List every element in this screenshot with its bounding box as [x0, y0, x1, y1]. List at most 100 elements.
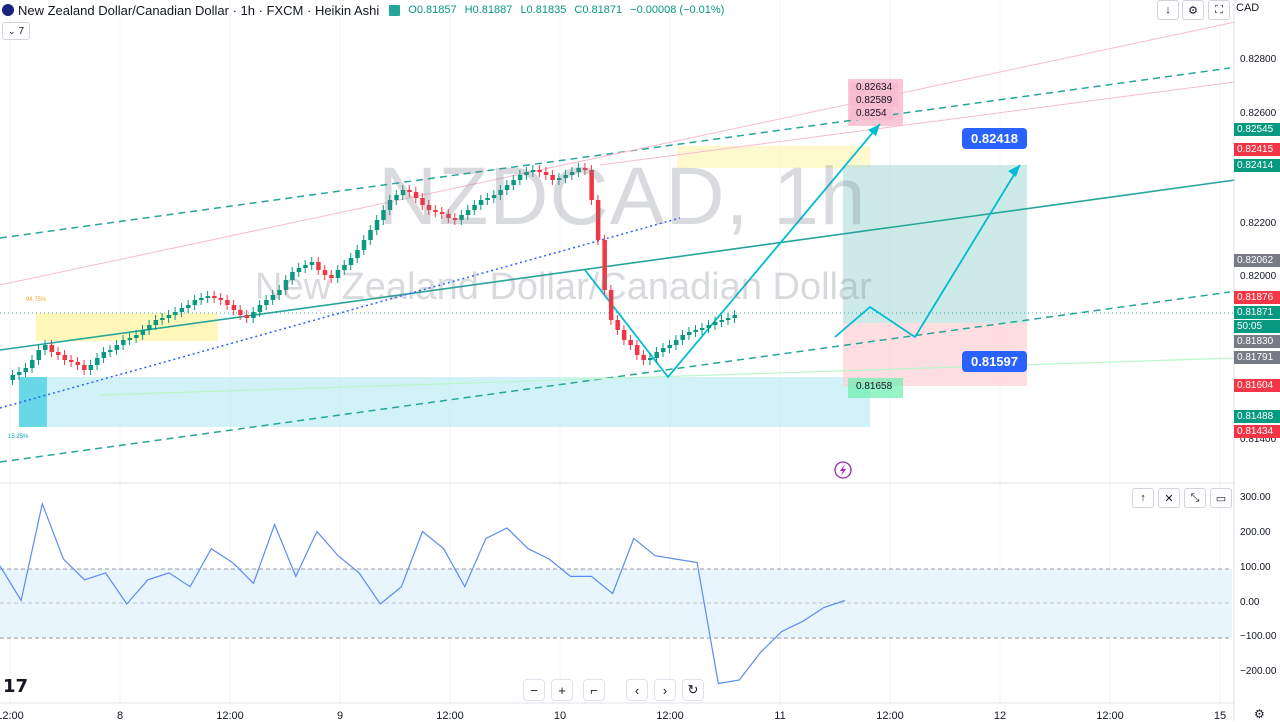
candle-body — [108, 350, 113, 352]
candle-body — [348, 258, 354, 265]
candle-body — [374, 220, 380, 230]
candle-body — [699, 328, 705, 330]
candle-body — [725, 318, 731, 320]
candle-body — [576, 168, 581, 172]
price-axis-label: 0.81488 — [1234, 410, 1280, 423]
time-tick: 8 — [116, 710, 124, 722]
time-tick: 12:00 — [216, 710, 244, 722]
price-axis-label: 0.82415 — [1234, 143, 1280, 156]
close-value: C0.81871 — [574, 4, 623, 16]
maximize-pane-icon[interactable]: ▭ — [1210, 488, 1232, 508]
candle-body — [680, 335, 685, 340]
channel-upper — [0, 67, 1231, 239]
candle-body — [82, 365, 87, 370]
time-tick: 12 — [993, 710, 1007, 722]
reset-chart-button[interactable]: ↻ — [682, 679, 704, 701]
candle-body — [465, 210, 471, 215]
indicator-chip[interactable]: ⌄ 7 — [2, 22, 31, 40]
candle-body — [43, 345, 48, 350]
cci-tick: −200.00 — [1240, 666, 1277, 677]
candle-body — [277, 290, 282, 295]
target-up-label[interactable]: 0.82418 — [962, 128, 1027, 149]
candle-body — [452, 218, 458, 220]
symbol-title[interactable]: New Zealand Dollar/Canadian Dollar · 1h … — [18, 2, 380, 18]
lightning-icon — [834, 461, 852, 479]
cci-tick: 100.00 — [1240, 562, 1271, 573]
candle-body — [641, 355, 646, 360]
price-axis-label: 0.81876 — [1234, 291, 1280, 304]
candle-body — [387, 200, 393, 210]
settings-icon[interactable]: ⚙ — [1254, 707, 1265, 721]
demand-zone — [19, 377, 870, 427]
price-tick: 0.82200 — [1240, 218, 1277, 229]
candle-body — [160, 318, 165, 320]
candle-body — [186, 305, 191, 308]
zoom-in-button[interactable]: + — [551, 679, 573, 701]
candle-body — [49, 345, 55, 352]
collapse-icon[interactable]: ⤡ — [1184, 488, 1206, 508]
candle-body — [426, 205, 432, 210]
scroll-controls: ‹ › ↻ — [626, 679, 704, 701]
candle-body — [556, 178, 562, 180]
candle-body — [36, 350, 42, 360]
candle-body — [114, 345, 120, 350]
candle-body — [628, 340, 633, 345]
candle-body — [17, 372, 22, 375]
time-tick: 9 — [336, 710, 344, 722]
reset-scale-button[interactable]: ⌐ — [583, 679, 605, 701]
price-tick: 0.82000 — [1240, 271, 1277, 282]
candle-body — [147, 325, 152, 330]
candle-body — [316, 262, 321, 270]
scroll-right-button[interactable]: › — [654, 679, 676, 701]
candle-body — [205, 296, 211, 298]
move-up-icon[interactable]: ↑ — [1132, 488, 1154, 508]
candle-body — [270, 295, 276, 300]
candle-body — [660, 348, 666, 352]
price-axis-label: 0.81871 — [1234, 306, 1280, 319]
zoom-controls: − + ⌐ — [523, 679, 605, 701]
candle-body — [667, 345, 672, 348]
candle-body — [361, 240, 367, 250]
arrow-down-icon[interactable]: ↓ — [1157, 0, 1179, 20]
scroll-left-button[interactable]: ‹ — [626, 679, 648, 701]
time-tick: 12:00 — [656, 710, 684, 722]
fullscreen-icon[interactable]: ⛶ — [1208, 0, 1230, 20]
candle-body — [511, 180, 516, 185]
candle-body — [322, 270, 328, 275]
candle-body — [530, 170, 536, 172]
candle-body — [192, 300, 198, 305]
candle-body — [251, 312, 256, 318]
tradingview-logo-icon[interactable]: 𝟭𝟳 — [3, 676, 29, 696]
open-value: O0.81857 — [408, 4, 457, 16]
candle-body — [732, 315, 737, 318]
candle-body — [329, 275, 334, 278]
channel-lower — [0, 291, 1231, 463]
candle-body — [244, 315, 250, 318]
target-down-label[interactable]: 0.81597 — [962, 351, 1027, 372]
indicator-count: 7 — [18, 25, 25, 37]
candle-body — [225, 300, 230, 305]
price-tick: 0.81400 — [1240, 434, 1277, 445]
candle-body — [589, 170, 594, 200]
gear-icon[interactable]: ⚙ — [1182, 0, 1204, 20]
close-icon[interactable]: ✕ — [1158, 488, 1180, 508]
candle-body — [218, 298, 224, 300]
candle-body — [446, 214, 451, 218]
pink-level-1: 0.82634 — [850, 82, 899, 94]
candle-body — [173, 312, 178, 315]
candle-body — [296, 268, 302, 272]
zoom-out-button[interactable]: − — [523, 679, 545, 701]
price-tick: 0.82800 — [1240, 54, 1277, 65]
candle-body — [504, 185, 510, 190]
candle-body — [212, 296, 217, 298]
currency-selector[interactable]: CAD — [1236, 2, 1260, 14]
candle-body — [498, 190, 503, 195]
green-level-label: 0.81658 — [856, 381, 893, 392]
candle-body — [101, 352, 107, 358]
candle-body — [621, 330, 627, 340]
time-tick: 12:00 — [436, 710, 464, 722]
high-value: H0.81887 — [464, 4, 513, 16]
time-tick: 12:00 — [876, 710, 904, 722]
fib-label-top: 94.75% — [26, 297, 47, 303]
